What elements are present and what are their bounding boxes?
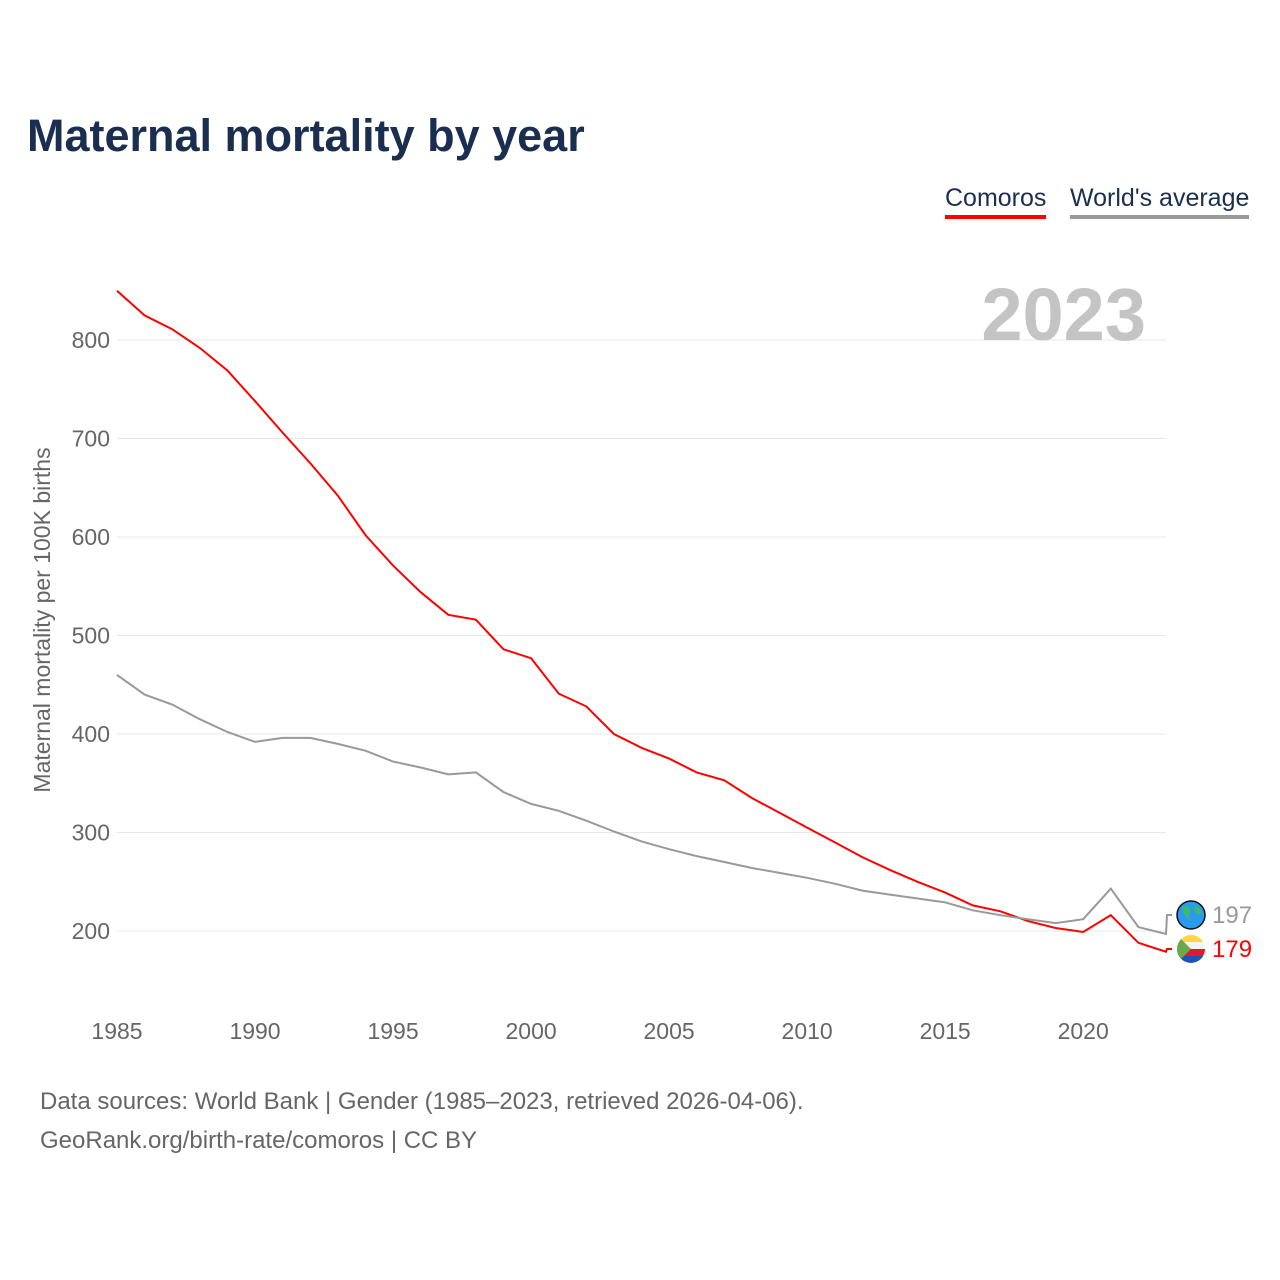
y-tick-label: 800 xyxy=(72,327,110,353)
legend-comoros[interactable]: Comoros xyxy=(945,184,1047,219)
legend-world-average[interactable]: World's average xyxy=(1070,184,1250,219)
x-tick-label: 2005 xyxy=(644,1018,695,1044)
end-value-label: 197 xyxy=(1212,902,1252,929)
x-tick-label: 1985 xyxy=(91,1018,142,1044)
x-tick-label: 2000 xyxy=(505,1018,556,1044)
x-tick-label: 2020 xyxy=(1058,1018,1109,1044)
y-tick-label: 200 xyxy=(72,918,110,944)
globe-icon xyxy=(1176,900,1206,930)
x-tick-label: 1995 xyxy=(367,1018,418,1044)
y-tick-label: 500 xyxy=(72,623,110,649)
footer-credit: GeoRank.org/birth-rate/comoros | CC BY xyxy=(40,1127,478,1154)
series-line-1 xyxy=(116,674,1172,936)
chart-title: Maternal mortality by year xyxy=(27,110,585,161)
x-tick-label: 2015 xyxy=(920,1018,971,1044)
y-tick-label: 600 xyxy=(72,524,110,550)
y-axis-label: Maternal mortality per 100K births xyxy=(29,447,55,792)
footer-sources: Data sources: World Bank | Gender (1985–… xyxy=(40,1088,804,1115)
series-line-0 xyxy=(116,290,1172,953)
y-tick-label: 700 xyxy=(72,426,110,452)
x-tick-label: 1990 xyxy=(229,1018,280,1044)
globe-land xyxy=(1182,905,1202,920)
year-watermark: 2023 xyxy=(981,273,1146,356)
x-tick-label: 2010 xyxy=(782,1018,833,1044)
comoros-flag-icon xyxy=(1177,935,1205,963)
y-tick-label: 400 xyxy=(72,721,110,747)
end-value-label: 179 xyxy=(1212,936,1252,963)
y-tick-label: 300 xyxy=(72,820,110,846)
